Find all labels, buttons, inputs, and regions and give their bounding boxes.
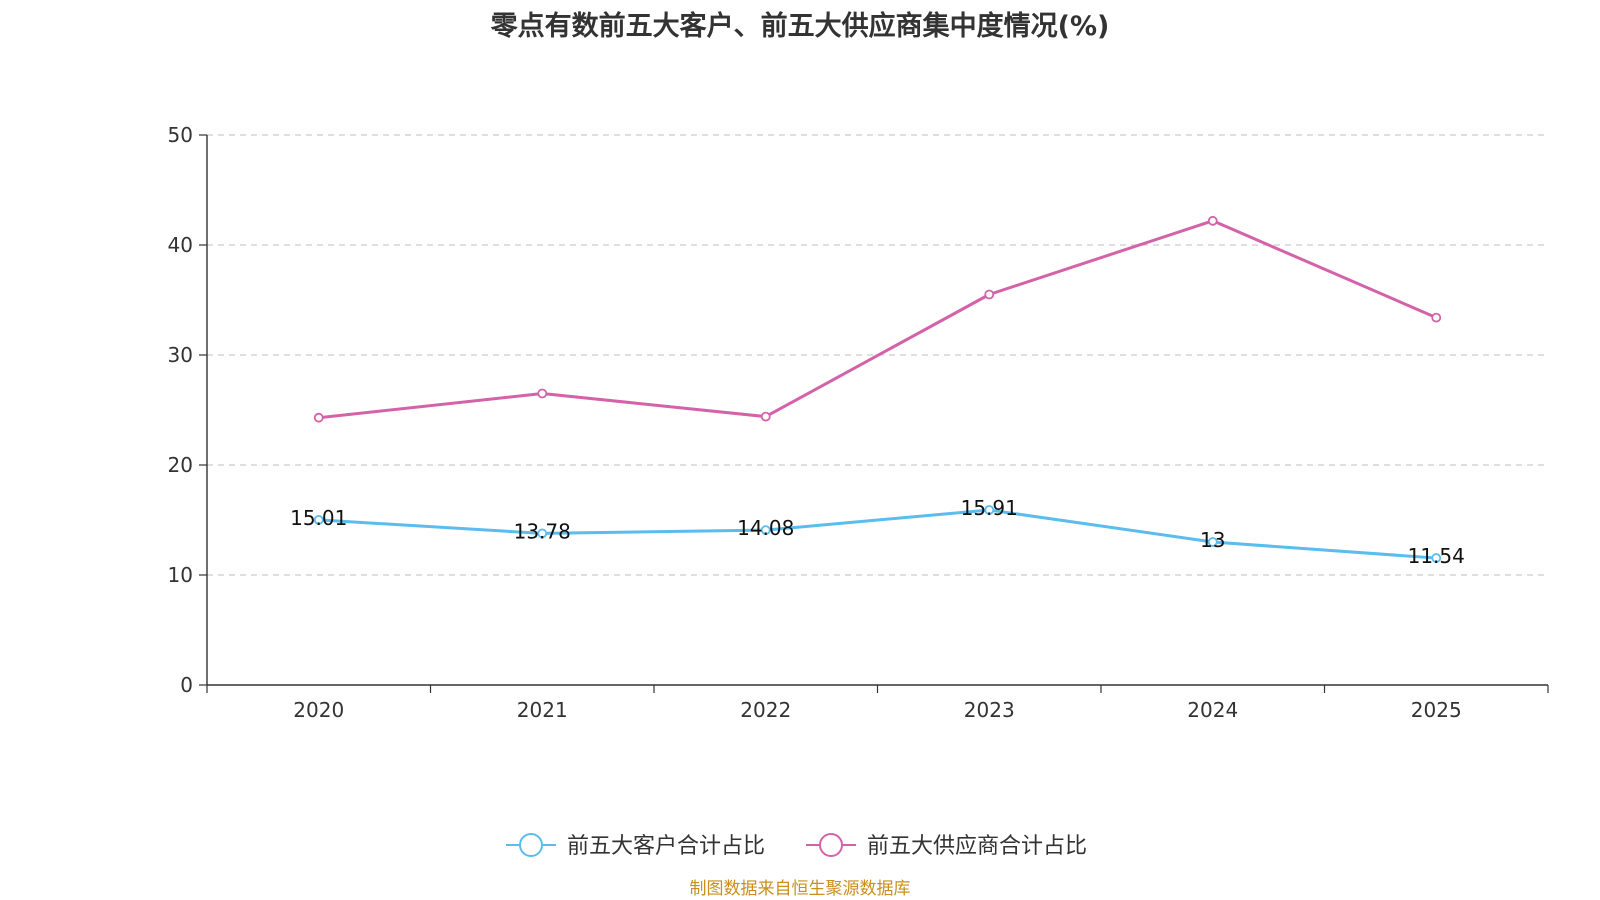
data-point-customers xyxy=(537,528,548,539)
data-label-customers: 13.78 xyxy=(514,519,571,543)
x-tick-label: 2021 xyxy=(517,698,568,722)
data-label-customers: 11.54 xyxy=(1408,544,1465,568)
y-tick-label: 30 xyxy=(168,343,193,367)
y-tick-label: 50 xyxy=(168,123,193,147)
y-tick-label: 10 xyxy=(168,563,193,587)
data-label-customers: 15.01 xyxy=(290,506,347,530)
data-point-customers xyxy=(1431,553,1442,563)
y-tick-label: 40 xyxy=(168,233,193,257)
data-point-customers xyxy=(760,525,771,536)
data-point-suppliers xyxy=(984,289,995,300)
data-point-customers xyxy=(1207,537,1218,547)
legend-marker-suppliers xyxy=(819,833,843,857)
x-tick-label: 2023 xyxy=(964,698,1015,722)
data-point-suppliers xyxy=(313,412,324,423)
legend-label-customers: 前五大客户合计占比 xyxy=(567,834,765,859)
y-tick-label: 0 xyxy=(180,673,193,697)
series-line-customers xyxy=(318,508,1437,560)
x-tick-label: 2025 xyxy=(1411,698,1462,722)
data-label-customers: 15.91 xyxy=(961,496,1018,520)
legend-label-suppliers: 前五大供应商合计占比 xyxy=(867,834,1087,859)
y-tick-label: 20 xyxy=(168,453,193,477)
chart-title: 零点有数前五大客户、前五大供应商集中度情况(%) xyxy=(490,11,1110,42)
data-point-suppliers xyxy=(537,388,548,399)
data-source-note: 制图数据来自恒生聚源数据库 xyxy=(689,879,911,899)
data-point-suppliers xyxy=(760,411,771,422)
data-label-customers: 14.08 xyxy=(737,516,794,540)
data-point-suppliers xyxy=(1207,215,1218,226)
data-point-suppliers xyxy=(1431,312,1442,323)
x-tick-label: 2024 xyxy=(1187,698,1238,722)
data-label-customers: 13 xyxy=(1200,528,1225,552)
x-tick-label: 2022 xyxy=(740,698,791,722)
legend-marker-customers xyxy=(519,833,543,857)
x-tick-label: 2020 xyxy=(293,698,344,722)
data-point-customers xyxy=(313,514,324,525)
series-line-suppliers xyxy=(318,219,1437,420)
data-point-customers xyxy=(984,505,995,515)
